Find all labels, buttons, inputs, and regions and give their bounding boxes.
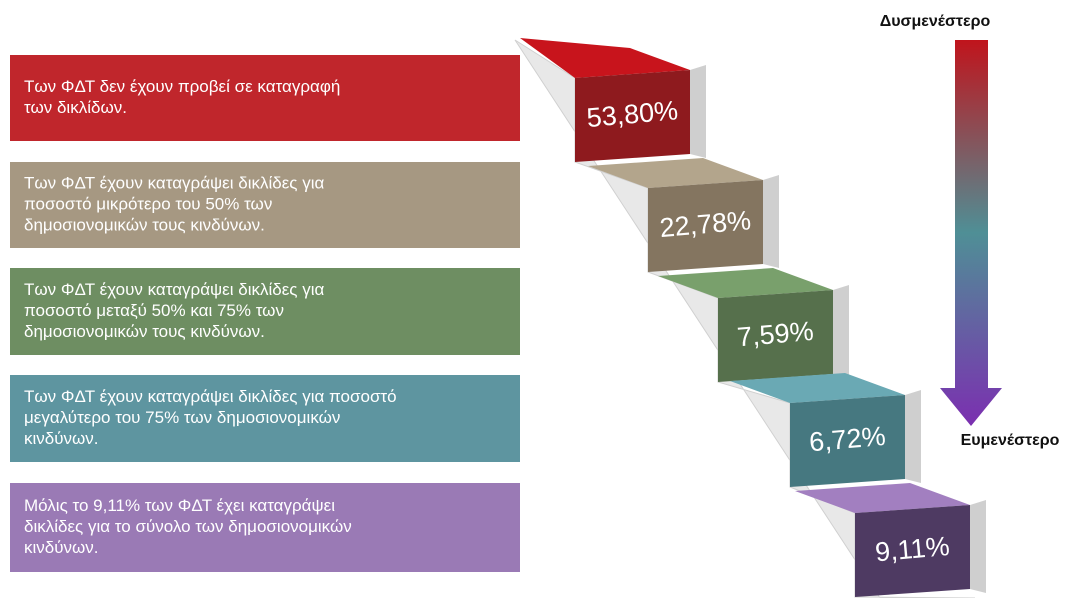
description-line: Των ΦΔΤ έχουν καταγράψει δικλίδες για πο… [24, 387, 397, 406]
step-side [833, 285, 849, 378]
step-top [730, 373, 905, 403]
description-line: κινδύνων. [24, 429, 99, 448]
description-box [10, 55, 520, 141]
description-line: των δικλίδων. [24, 98, 127, 117]
description-line: ποσοστό μεταξύ 50% και 75% των [24, 301, 284, 320]
step-value: 6,72% [808, 421, 887, 458]
step-front [718, 290, 833, 382]
step-top [658, 268, 833, 298]
description-line: κινδύνων. [24, 538, 99, 557]
step-side [905, 390, 921, 483]
description-line: μεγαλύτερο του 75% των δημοσιονομικών [24, 408, 340, 427]
description-box [10, 375, 520, 462]
description-line: δικλίδες για το σύνολο των δημοσιονομικώ… [24, 517, 352, 536]
step-top [795, 483, 970, 513]
step-side [970, 500, 986, 593]
descriptions: Των ΦΔΤ δεν έχουν προβεί σε καταγραφή των… [10, 55, 520, 572]
description-line: δημοσιονομικών τους κινδύνων. [24, 215, 265, 234]
better-label: Ευμενέστερο [961, 432, 1060, 449]
description-line: Μόλις το 9,11% των ΦΔΤ έχει καταγράψει [24, 496, 335, 515]
step-side [763, 175, 779, 268]
step-front [855, 505, 970, 597]
description-line: Των ΦΔΤ δεν έχουν προβεί σε καταγραφή [24, 77, 340, 96]
step-top [520, 38, 690, 78]
step-front [648, 180, 763, 272]
step-value: 7,59% [736, 316, 815, 353]
worse-label: Δυσμενέστερο [880, 13, 991, 30]
staircase: 53,80%22,78%7,59%6,72%9,11% [514, 38, 986, 598]
description-line: Των ΦΔΤ έχουν καταγράψει δικλίδες για [24, 173, 325, 192]
step-front [575, 70, 690, 162]
description-box [10, 483, 520, 572]
step-value: 9,11% [874, 531, 951, 567]
step-top [588, 158, 763, 188]
description-box [10, 162, 520, 248]
description-box [10, 268, 520, 355]
step-side [690, 65, 706, 158]
description-line: Των ΦΔΤ έχουν καταγράψει δικλίδες για [24, 280, 325, 299]
step-front [790, 395, 905, 487]
description-line: ποσοστό μικρότερο του 50% των [24, 194, 272, 213]
description-line: δημοσιονομικών τους κινδύνων. [24, 322, 265, 341]
gradient-arrow [940, 40, 1002, 426]
